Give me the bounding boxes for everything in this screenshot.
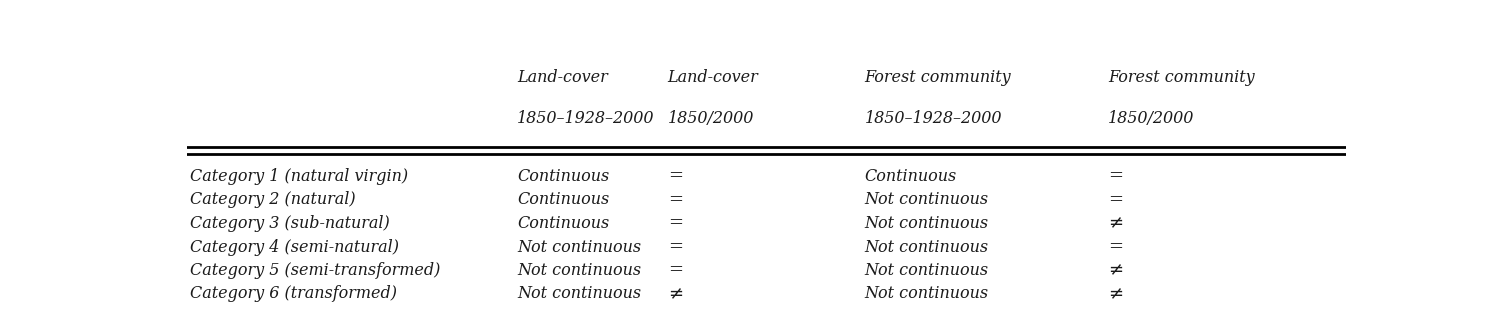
Text: Category 1 (natural virgin): Category 1 (natural virgin) <box>190 168 408 185</box>
Text: ≠: ≠ <box>1108 261 1123 279</box>
Text: 1850–1928–2000: 1850–1928–2000 <box>517 110 655 127</box>
Text: Not continuous: Not continuous <box>864 215 988 232</box>
Text: Land-cover: Land-cover <box>517 69 608 86</box>
Text: Land-cover: Land-cover <box>668 69 758 86</box>
Text: =: = <box>668 261 683 279</box>
Text: Not continuous: Not continuous <box>517 262 641 279</box>
Text: Continuous: Continuous <box>517 168 610 185</box>
Text: Not continuous: Not continuous <box>517 285 641 302</box>
Text: 1850/2000: 1850/2000 <box>668 110 753 127</box>
Text: Continuous: Continuous <box>864 168 957 185</box>
Text: Not continuous: Not continuous <box>864 285 988 302</box>
Text: Continuous: Continuous <box>517 191 610 208</box>
Text: =: = <box>668 214 683 233</box>
Text: Category 3 (sub-natural): Category 3 (sub-natural) <box>190 215 390 232</box>
Text: Not continuous: Not continuous <box>517 239 641 256</box>
Text: ≠: ≠ <box>1108 285 1123 303</box>
Text: =: = <box>1108 191 1123 209</box>
Text: 1850/2000: 1850/2000 <box>1108 110 1195 127</box>
Text: Category 2 (natural): Category 2 (natural) <box>190 191 356 208</box>
Text: =: = <box>668 167 683 185</box>
Text: Category 4 (semi-natural): Category 4 (semi-natural) <box>190 239 399 256</box>
Text: Category 5 (semi-transformed): Category 5 (semi-transformed) <box>190 262 441 279</box>
Text: 1850–1928–2000: 1850–1928–2000 <box>864 110 1002 127</box>
Text: Forest community: Forest community <box>864 69 1011 86</box>
Text: Not continuous: Not continuous <box>864 239 988 256</box>
Text: ≠: ≠ <box>1108 214 1123 233</box>
Text: =: = <box>1108 238 1123 256</box>
Text: =: = <box>668 238 683 256</box>
Text: Not continuous: Not continuous <box>864 262 988 279</box>
Text: Not continuous: Not continuous <box>864 191 988 208</box>
Text: =: = <box>1108 167 1123 185</box>
Text: ≠: ≠ <box>668 285 683 303</box>
Text: Forest community: Forest community <box>1108 69 1254 86</box>
Text: Category 6 (transformed): Category 6 (transformed) <box>190 285 398 302</box>
Text: Continuous: Continuous <box>517 215 610 232</box>
Text: =: = <box>668 191 683 209</box>
